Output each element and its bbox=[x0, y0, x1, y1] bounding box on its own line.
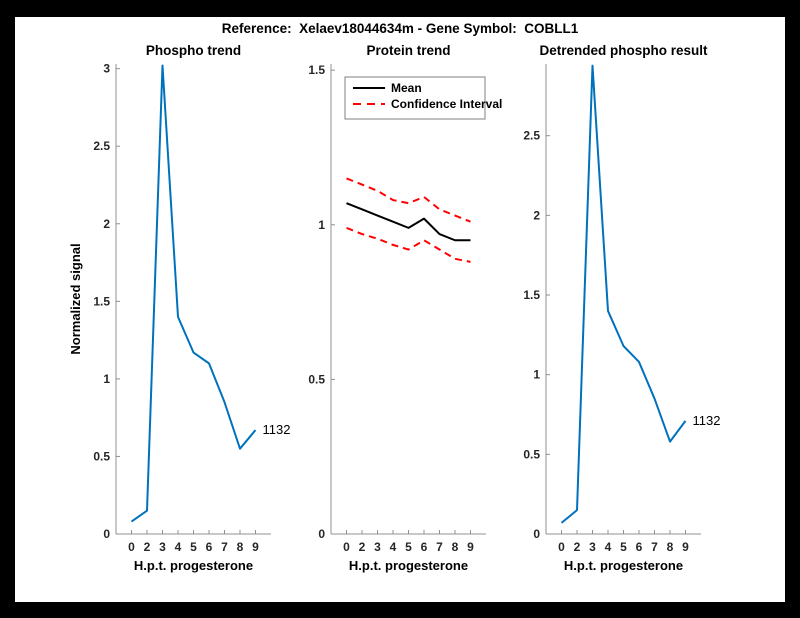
x-tick-label: 5 bbox=[190, 540, 197, 554]
y-tick-label: 1.5 bbox=[308, 63, 325, 77]
x-tick-label: 4 bbox=[390, 540, 397, 554]
figure-title: Reference: Xelaev18044634m - Gene Symbol… bbox=[221, 21, 579, 36]
x-tick-label: 5 bbox=[620, 540, 627, 554]
y-tick-label: 1 bbox=[103, 372, 110, 386]
y-tick-label: 0.5 bbox=[308, 372, 325, 386]
subplot-title: Phospho trend bbox=[146, 43, 241, 58]
x-axis-label: H.p.t. progesterone bbox=[564, 558, 683, 573]
x-tick-label: 7 bbox=[436, 540, 443, 554]
y-tick-label: 2 bbox=[533, 208, 540, 222]
y-tick-label: 3 bbox=[103, 62, 110, 76]
y-axis-label: Normalized signal bbox=[68, 243, 83, 354]
x-tick-label: 8 bbox=[667, 540, 674, 554]
x-tick-label: 0 bbox=[343, 540, 350, 554]
x-tick-label: 9 bbox=[467, 540, 474, 554]
x-tick-label: 6 bbox=[206, 540, 213, 554]
x-tick-label: 4 bbox=[175, 540, 182, 554]
y-tick-label: 0 bbox=[318, 527, 325, 541]
series-line-confidence-interval-lower- bbox=[346, 226, 471, 263]
endpoint-annotation: 1132 bbox=[693, 413, 721, 428]
y-tick-label: 1 bbox=[533, 368, 540, 382]
y-tick-label: 2.5 bbox=[523, 129, 540, 143]
x-tick-label: 0 bbox=[128, 540, 135, 554]
series-line-confidence-interval bbox=[346, 177, 471, 223]
x-tick-label: 2 bbox=[359, 540, 366, 554]
x-tick-label: 9 bbox=[682, 540, 689, 554]
legend: Mean Confidence Interval bbox=[344, 76, 502, 120]
x-tick-label: 8 bbox=[452, 540, 459, 554]
y-tick-label: 1.5 bbox=[523, 288, 540, 302]
subplot-title: Protein trend bbox=[366, 43, 450, 58]
x-tick-label: 3 bbox=[589, 540, 596, 554]
x-tick-label: 8 bbox=[237, 540, 244, 554]
y-tick-label: 0 bbox=[533, 527, 540, 541]
y-tick-label: 0 bbox=[103, 527, 110, 541]
x-tick-label: 6 bbox=[421, 540, 428, 554]
x-tick-label: 4 bbox=[605, 540, 612, 554]
x-tick-label: 7 bbox=[651, 540, 658, 554]
x-axis-label: H.p.t. progesterone bbox=[349, 558, 468, 573]
x-tick-label: 3 bbox=[159, 540, 166, 554]
x-tick-label: 3 bbox=[374, 540, 381, 554]
x-tick-label: 2 bbox=[574, 540, 581, 554]
subplot-title: Detrended phospho result bbox=[539, 43, 708, 58]
series-line-detrended-phospho bbox=[560, 64, 687, 524]
x-tick-label: 5 bbox=[405, 540, 412, 554]
x-tick-label: 7 bbox=[221, 540, 228, 554]
y-tick-label: 2.5 bbox=[93, 139, 110, 153]
x-tick-label: 9 bbox=[252, 540, 259, 554]
x-tick-label: 2 bbox=[144, 540, 151, 554]
x-axis-label: H.p.t. progesterone bbox=[134, 558, 253, 573]
y-tick-label: 0.5 bbox=[93, 449, 110, 463]
series-line-phospho-signal bbox=[130, 64, 257, 523]
legend-label: Confidence Interval bbox=[391, 97, 502, 111]
x-tick-label: 0 bbox=[558, 540, 565, 554]
y-tick-label: 1 bbox=[318, 218, 325, 232]
y-tick-label: 0.5 bbox=[523, 447, 540, 461]
y-tick-label: 2 bbox=[103, 217, 110, 231]
y-tick-label: 1.5 bbox=[93, 294, 110, 308]
legend-box bbox=[344, 76, 486, 120]
legend-label: Mean bbox=[391, 81, 422, 95]
x-tick-label: 6 bbox=[636, 540, 643, 554]
endpoint-annotation: 1132 bbox=[263, 422, 291, 437]
matlab-figure-canvas: Reference: Xelaev18044634m - Gene Symbol… bbox=[15, 17, 785, 602]
series-line-mean bbox=[346, 202, 471, 242]
